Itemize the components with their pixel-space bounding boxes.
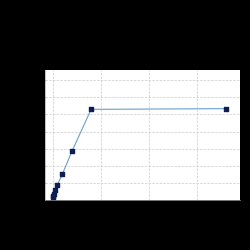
Point [56,182,60,186]
Point [89,107,93,111]
Point [51,194,55,198]
Point [70,150,74,154]
Point [53,188,57,192]
Y-axis label: OD: OD [17,128,26,141]
X-axis label: Human Krueppel Like Factor 6 (KLF6)
Concentration (ng/ml): Human Krueppel Like Factor 6 (KLF6) Conc… [78,214,208,228]
Point [224,107,228,111]
Point [52,192,56,196]
Point [51,194,55,198]
Point [60,172,64,176]
